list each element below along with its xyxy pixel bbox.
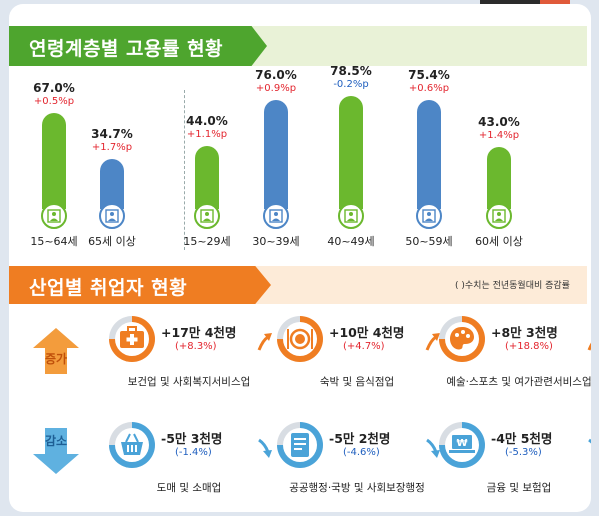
industry-change-pct: (+8.3%) [175,341,217,352]
bar-category-label: 15~29세 [183,235,231,248]
bar-value-label: 76.0% [255,67,297,82]
person-chart-icon [194,203,220,229]
age-group-divider [184,90,185,250]
section2-header-tab [9,266,271,304]
person-chart-icon [263,203,289,229]
trend-down-arrow-icon [425,438,441,462]
svg-text:₩: ₩ [456,438,467,449]
industry-name: 공공행정·국방 및 사회보장행정 [289,482,425,494]
bar-1 [42,112,66,209]
bar-6 [417,100,441,209]
industry-change-value: +10만 4천명 [329,325,405,340]
industry-change-pct: (+18.8%) [505,341,553,352]
bar-7 [487,147,511,209]
bar-value-label: 75.4% [408,68,450,83]
industry-change-value: -5만 2천명 [329,431,391,446]
bar-change-label: +0.6%p [408,83,450,95]
bar-category-label: 65세 이상 [88,235,136,248]
industry-name: 도매 및 소매업 [156,482,222,494]
document-scroll-icon [277,422,323,468]
section2-title: 산업별 취업자 현황 [29,277,188,299]
plate-cutlery-icon [277,316,323,362]
bar-category-label: 60세 이상 [475,235,523,248]
industry-change-value: +17만 4천명 [161,325,237,340]
bar-2 [100,159,124,209]
industry-change-pct: (+4.7%) [343,341,385,352]
industry-name: 금융 및 보험업 [486,482,552,494]
decrease-indicator [31,426,81,480]
top-edge-accent [540,0,570,5]
infographic-card: 연령계층별 고용률 현황 67.0% +0.5%p 15~64세 34.7% +1.7%… [9,4,591,512]
industry-change-value: +8만 3천명 [491,325,558,340]
bar-change-label: +1.7%p [91,142,133,154]
bar-value-label: 34.7% [91,127,133,142]
industry-change-pct: (-5.3%) [505,447,542,458]
industry-change-value: -5만 3천명 [161,431,223,446]
up-arrow-icon [33,328,79,374]
section1-title: 연령계층별 고용률 현황 [29,38,224,60]
person-chart-icon [416,203,442,229]
bar-4 [264,99,288,209]
bar-value-label: 43.0% [478,115,520,130]
bar-5 [339,96,363,209]
industry-change-value: -4만 5천명 [491,431,553,446]
palette-icon [439,316,485,362]
bar-change-label: +0.9%p [255,82,297,94]
trend-down-arrow-icon [257,438,273,462]
bar-value-label: 67.0% [33,80,75,95]
person-chart-icon [486,203,512,229]
industry-change-pct: (-4.6%) [343,447,380,458]
bar-value-label: 44.0% [186,113,228,128]
down-arrow-icon [33,428,79,474]
trend-up-arrow-icon [257,332,273,356]
trend-up-arrow-icon [587,332,591,356]
industry-change-pct: (-1.4%) [175,447,212,458]
bar-category-label: 30~39세 [252,235,300,248]
industry-name: 예술·스포츠 및 여가관련서비스업 [446,376,591,388]
bar-3 [195,145,219,209]
trend-down-arrow-icon [587,438,591,462]
bar-category-label: 15~64세 [30,235,78,248]
decrease-label: 감소 [44,434,68,448]
bar-category-label: 40~49세 [327,235,375,248]
increase-indicator [31,326,81,380]
shopping-basket-icon [109,422,155,468]
bar-change-label: -0.2%p [333,79,369,90]
medical-kit-icon [109,316,155,362]
bar-change-label: +0.5%p [33,95,75,107]
person-chart-icon [338,203,364,229]
top-edge-bar [480,0,550,5]
bar-value-label: 78.5% [330,64,372,78]
bar-change-label: +1.1%p [186,128,228,140]
industry-name: 보건업 및 사회복지서비스업 [127,376,251,388]
bar-change-label: +1.4%p [478,130,520,142]
bar-category-label: 50~59세 [405,235,453,248]
won-laptop-icon: ₩ [439,422,485,468]
industry-name: 숙박 및 음식점업 [319,376,395,388]
increase-label: 증가 [44,352,68,366]
person-chart-icon [99,203,125,229]
section1-header-tab [9,26,267,66]
section2-note: ( )수치는 전년동월대비 증감률 [455,281,570,291]
trend-up-arrow-icon [425,332,441,356]
person-chart-icon [41,203,67,229]
